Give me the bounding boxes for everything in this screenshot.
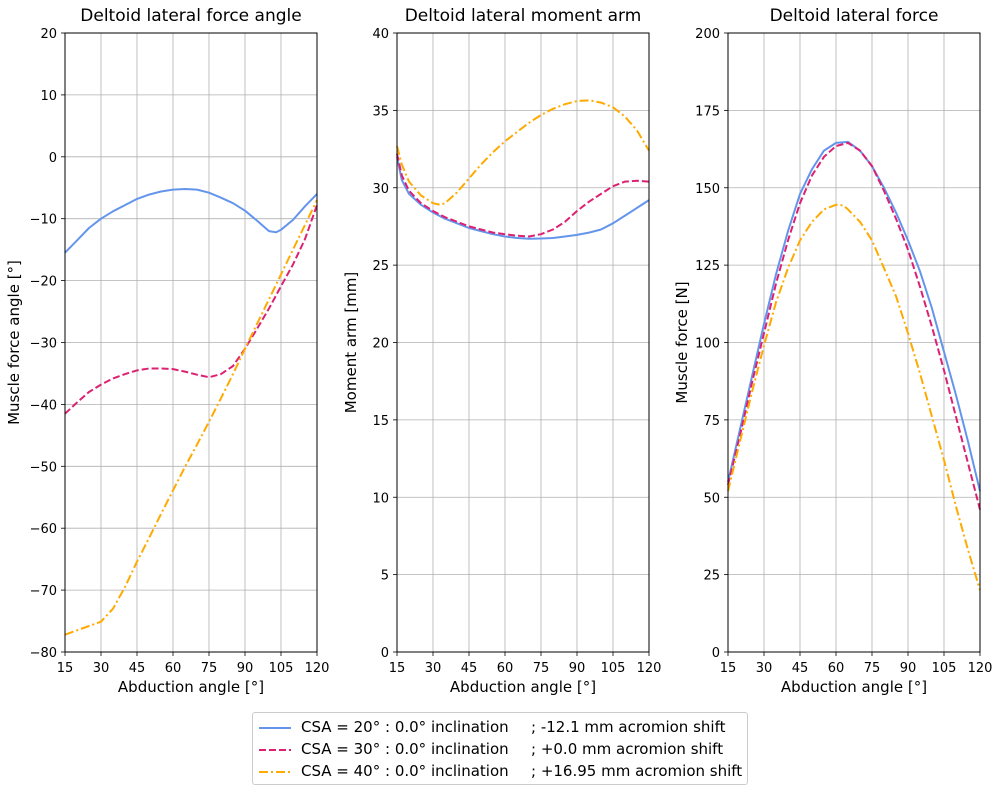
panel-2-x-tick-label: 60 <box>497 661 514 676</box>
panel-1-series-line-csa-20 <box>64 188 318 254</box>
panel-1-y-tick-label: −70 <box>30 584 57 599</box>
panel-3-x-axis-label: Abduction angle [°] <box>781 678 927 696</box>
panel-1-y-tick-label: −30 <box>30 337 57 352</box>
panel-1-x-tick-label: 30 <box>93 661 110 676</box>
panel-2-y-tick-label: 30 <box>372 182 389 197</box>
panel-2-y-tick-label: 0 <box>381 646 389 661</box>
panel-2-y-tick-label: 5 <box>381 569 389 584</box>
legend: CSA = 20° : 0.0° inclination ; -12.1 mm … <box>252 712 748 785</box>
legend-label-csa-20: CSA = 20° : 0.0° inclination <box>301 718 509 736</box>
panel-1-y-tick-label: 0 <box>49 151 57 166</box>
panel-1-y-axis-label: Muscle force angle [°] <box>5 260 23 425</box>
panel-2-x-axis-label: Abduction angle [°] <box>450 678 596 696</box>
legend-swatch-csa-30 <box>259 749 291 751</box>
panel-3-series-line-csa-20 <box>727 140 981 492</box>
panel-2-y-tick-label: 35 <box>372 104 389 119</box>
panel-3-y-tick-label: 100 <box>695 337 720 352</box>
panel-3-series-line-csa-30 <box>727 141 981 510</box>
panel-1-x-tick-label: 90 <box>237 661 254 676</box>
panel-3-x-tick-label: 15 <box>720 661 737 676</box>
panel-2-x-tick-label: 30 <box>425 661 442 676</box>
panel-2-x-tick-label: 15 <box>389 661 406 676</box>
panel-3-x-tick-label: 90 <box>900 661 917 676</box>
panel-3-y-tick-label: 125 <box>695 259 720 274</box>
panel-1-series-line-csa-40 <box>64 199 318 636</box>
panel-3-axes-frame <box>727 32 981 653</box>
panel-3-series-line-csa-40 <box>727 203 981 591</box>
legend-swatch-csa-40 <box>259 771 291 773</box>
panel-3-x-tick-label: 30 <box>756 661 773 676</box>
panel-2-axes-frame <box>396 32 650 653</box>
panel-3-y-tick-label: 50 <box>703 491 720 506</box>
panel-1-x-axis-label: Abduction angle [°] <box>118 678 264 696</box>
legend-shift-csa-30: ; +0.0 mm acromion shift <box>531 740 724 758</box>
panel-2-y-tick-label: 10 <box>372 491 389 506</box>
panel-2-x-tick-label: 120 <box>637 661 662 676</box>
panel-3-x-tick-label: 60 <box>828 661 845 676</box>
panel-1-x-tick-label: 15 <box>57 661 74 676</box>
panel-3-y-tick-label: 175 <box>695 104 720 119</box>
panel-2-x-tick-label: 75 <box>533 661 550 676</box>
panel-3-x-tick-label: 105 <box>932 661 957 676</box>
panel-1-x-tick-label: 60 <box>165 661 182 676</box>
panel-2-x-tick-label: 45 <box>461 661 478 676</box>
panel-2-title: Deltoid lateral moment arm <box>405 6 642 26</box>
panel-2-series-line-csa-20 <box>396 156 650 240</box>
legend-shift-csa-40: ; +16.95 mm acromion shift <box>531 762 743 780</box>
legend-label-csa-30: CSA = 30° : 0.0° inclination <box>301 740 509 758</box>
panel-1-y-tick-label: −10 <box>30 213 57 228</box>
panel-1-y-tick-label: 20 <box>40 27 57 42</box>
panel-3-y-axis-label: Muscle force [N] <box>673 281 691 403</box>
panel-3-y-tick-label: 150 <box>695 182 720 197</box>
panel-1-y-tick-label: −80 <box>30 646 57 661</box>
panel-1-x-tick-label: 45 <box>129 661 146 676</box>
panel-2-y-tick-label: 15 <box>372 414 389 429</box>
panel-1-y-tick-label: −50 <box>30 460 57 475</box>
legend-entry-csa-20: CSA = 20° : 0.0° inclination ; -12.1 mm … <box>253 716 747 738</box>
panel-3-y-tick-label: 25 <box>703 569 720 584</box>
legend-entry-csa-30: CSA = 30° : 0.0° inclination ; +0.0 mm a… <box>253 738 747 760</box>
panel-1-x-tick-label: 105 <box>269 661 294 676</box>
panel-2-x-tick-label: 90 <box>569 661 586 676</box>
panel-1-y-tick-label: 10 <box>40 89 57 104</box>
panel-1-y-tick-label: −40 <box>30 398 57 413</box>
panel-2-series-line-csa-30 <box>396 153 650 238</box>
panel-1-y-tick-label: −60 <box>30 522 57 537</box>
panel-2-y-axis-label: Moment arm [mm] <box>342 272 360 414</box>
panel-1-title: Deltoid lateral force angle <box>80 6 301 26</box>
legend-swatch-csa-20 <box>259 727 291 729</box>
legend-entry-csa-40: CSA = 40° : 0.0° inclination ; +16.95 mm… <box>253 760 747 782</box>
panel-3-x-tick-label: 45 <box>792 661 809 676</box>
legend-shift-csa-20: ; -12.1 mm acromion shift <box>531 718 726 736</box>
panel-1-y-tick-label: −20 <box>30 275 57 290</box>
panel-2-series-line-csa-40 <box>396 99 650 206</box>
panel-3-x-tick-label: 120 <box>968 661 993 676</box>
panel-3-title: Deltoid lateral force <box>770 6 939 26</box>
panel-2-y-tick-label: 40 <box>372 27 389 42</box>
panel-2-x-tick-label: 105 <box>601 661 626 676</box>
panel-1-x-tick-label: 75 <box>201 661 218 676</box>
panel-3-x-tick-label: 75 <box>864 661 881 676</box>
panel-1-axes-frame <box>64 32 318 653</box>
panel-2-y-tick-label: 20 <box>372 337 389 352</box>
panel-3-y-tick-label: 75 <box>703 414 720 429</box>
panel-3-y-tick-label: 200 <box>695 27 720 42</box>
legend-label-csa-40: CSA = 40° : 0.0° inclination <box>301 762 509 780</box>
panel-1-series-line-csa-30 <box>64 204 318 415</box>
panel-3-y-tick-label: 0 <box>712 646 720 661</box>
panel-2-y-tick-label: 25 <box>372 259 389 274</box>
panel-1-x-tick-label: 120 <box>305 661 330 676</box>
